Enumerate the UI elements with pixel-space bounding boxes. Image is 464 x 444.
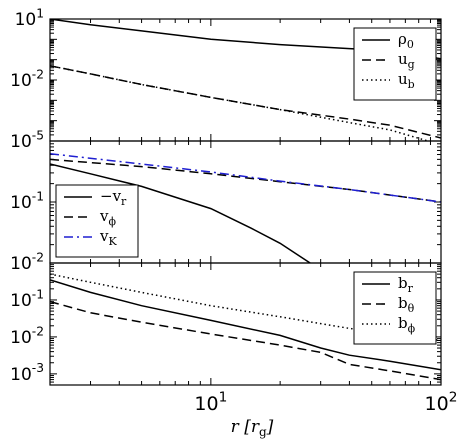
y-tick-label: 10-3 xyxy=(10,361,44,385)
legend-label: bϕ xyxy=(398,314,416,335)
series-line-v-ϕ xyxy=(50,158,441,203)
y-tick-label: 101 xyxy=(15,6,44,30)
y-tick-label: 10-5 xyxy=(10,128,44,152)
y-tick-label: 10-2 xyxy=(10,324,44,348)
x-axis-label: r [rg] xyxy=(231,417,274,439)
y-tick-label: 10-1 xyxy=(10,287,44,311)
y-tick-label: 10-1 xyxy=(10,189,44,213)
series-group xyxy=(50,273,441,381)
series-group xyxy=(50,152,441,263)
legend-label: bθ xyxy=(398,294,415,315)
legend-label: br xyxy=(398,274,414,295)
series-line-b-r xyxy=(50,279,441,371)
series-line-v-r xyxy=(50,163,311,263)
series-line-b-ϕ xyxy=(50,273,441,342)
legend-label: vϕ xyxy=(99,207,116,228)
x-axis: 101 102 r [rg] xyxy=(194,389,457,439)
y-tick-label: 10-2 xyxy=(10,250,44,274)
legend-box xyxy=(353,271,437,345)
ticks xyxy=(49,140,442,264)
legend-label: ub xyxy=(398,70,415,91)
x-tick-label: 102 xyxy=(425,389,458,415)
series-line-b-θ xyxy=(50,300,441,381)
legend-label: ρ0 xyxy=(398,30,414,51)
legend-label: ug xyxy=(398,50,415,71)
series-line-v-K xyxy=(50,152,441,203)
series-line-u-b xyxy=(50,65,431,141)
legend-label: −vr xyxy=(100,187,127,208)
legend-label: vK xyxy=(99,227,117,248)
legend-box xyxy=(353,27,437,101)
y-tick-label: 10-2 xyxy=(10,67,44,91)
plot-frame xyxy=(49,262,442,386)
x-tick-label: 101 xyxy=(194,389,227,415)
